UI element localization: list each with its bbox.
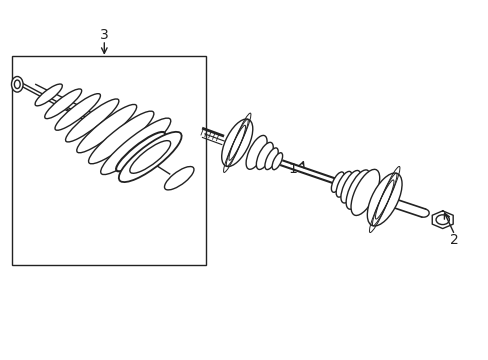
Ellipse shape — [350, 169, 379, 215]
Ellipse shape — [221, 119, 252, 167]
Ellipse shape — [44, 89, 81, 119]
Ellipse shape — [331, 172, 344, 192]
Ellipse shape — [11, 77, 23, 92]
Ellipse shape — [366, 173, 401, 226]
Ellipse shape — [256, 142, 273, 170]
Ellipse shape — [55, 94, 100, 130]
Ellipse shape — [164, 167, 194, 190]
Ellipse shape — [35, 84, 62, 106]
Bar — [12, 56, 205, 265]
Ellipse shape — [245, 135, 266, 169]
Ellipse shape — [65, 99, 119, 142]
Polygon shape — [431, 211, 452, 229]
Ellipse shape — [272, 153, 282, 170]
Ellipse shape — [77, 104, 137, 153]
Text: 3: 3 — [100, 28, 108, 42]
Ellipse shape — [101, 118, 170, 175]
Text: 1: 1 — [288, 162, 297, 176]
Ellipse shape — [335, 171, 351, 197]
Ellipse shape — [14, 80, 20, 89]
Ellipse shape — [129, 141, 170, 173]
Text: 2: 2 — [449, 233, 458, 247]
Ellipse shape — [116, 132, 165, 171]
Ellipse shape — [346, 170, 369, 209]
Ellipse shape — [119, 132, 181, 182]
Ellipse shape — [340, 171, 360, 203]
Ellipse shape — [264, 148, 278, 170]
Ellipse shape — [88, 111, 154, 164]
